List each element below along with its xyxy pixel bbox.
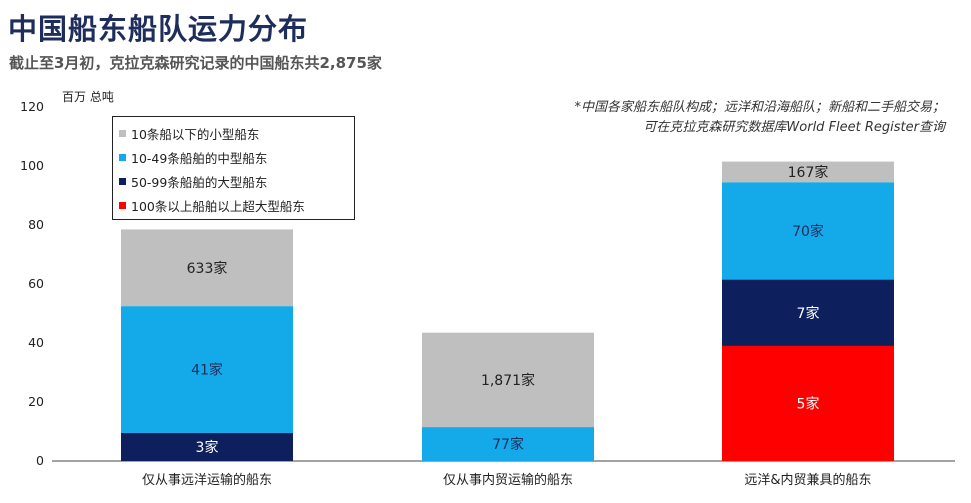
- legend-label: 10条船以下的小型船东: [131, 126, 260, 142]
- bar-segment: [121, 306, 293, 433]
- legend-swatch: [119, 201, 126, 209]
- footnote-note: *中国各家船东船队构成；远洋和沿海船队；新船和二手船交易； 可在克拉克森研究数据…: [425, 98, 945, 138]
- legend-item: 10-49条船舶的中型船东: [119, 145, 354, 169]
- y-axis-label: 百万 总吨: [62, 90, 114, 104]
- bar-segment: [121, 432, 293, 461]
- bar-segment: [722, 161, 894, 183]
- chart-title: 中国船东船队运力分布: [8, 12, 309, 46]
- data-label: 70家: [792, 223, 824, 240]
- legend-swatch: [119, 177, 126, 185]
- bar-segment: [121, 229, 293, 307]
- legend-label: 10-49条船舶的中型船东: [131, 150, 268, 166]
- x-tick-label: 远洋&内贸兼具的船东: [744, 472, 871, 488]
- y-tick-label: 100: [20, 158, 44, 173]
- chart-legend: 10条船以下的小型船东 10-49条船舶的中型船东 50-99条船舶的大型船东 100…: [112, 116, 355, 220]
- bar-segment: [722, 279, 894, 346]
- data-label: 5家: [797, 395, 820, 412]
- legend-swatch: [119, 153, 126, 161]
- y-tick-label: 20: [28, 394, 44, 409]
- bar-segment: [422, 427, 594, 461]
- y-tick-label: 120: [20, 99, 44, 114]
- y-tick-label: 80: [28, 217, 44, 232]
- data-label: 633家: [187, 260, 228, 277]
- data-label: 41家: [191, 362, 223, 379]
- legend-label: 100条以上船舶以上超大型船东: [131, 198, 305, 214]
- legend-item: 50-99条船舶的大型船东: [119, 169, 354, 193]
- x-tick-label: 仅从事远洋运输的船东: [142, 472, 272, 488]
- data-label: 1,871家: [481, 372, 535, 389]
- y-tick-label: 60: [28, 276, 44, 291]
- data-label: 3家: [196, 439, 219, 456]
- note-line-2: 可在克拉克森研究数据库World Fleet Register查询: [643, 120, 945, 135]
- chart-subtitle: 截止至3月初，克拉克森研究记录的中国船东共2,875家: [9, 54, 382, 72]
- bar-segment: [422, 332, 594, 428]
- data-label: 77家: [492, 436, 524, 453]
- bar-segment: [722, 182, 894, 280]
- y-tick-label: 0: [36, 453, 44, 468]
- note-line-1: *中国各家船东船队构成；远洋和沿海船队；新船和二手船交易；: [574, 100, 945, 115]
- data-label: 167家: [788, 164, 829, 181]
- y-tick-label: 40: [28, 335, 44, 350]
- legend-swatch: [119, 129, 126, 137]
- bar-segment: [722, 345, 894, 461]
- data-label: 7家: [797, 305, 820, 322]
- legend-item: 100条以上船舶以上超大型船东: [119, 193, 354, 217]
- legend-item: 10条船以下的小型船东: [119, 121, 354, 145]
- legend-label: 50-99条船舶的大型船东: [131, 174, 268, 190]
- x-tick-label: 仅从事内贸运输的船东: [443, 472, 573, 488]
